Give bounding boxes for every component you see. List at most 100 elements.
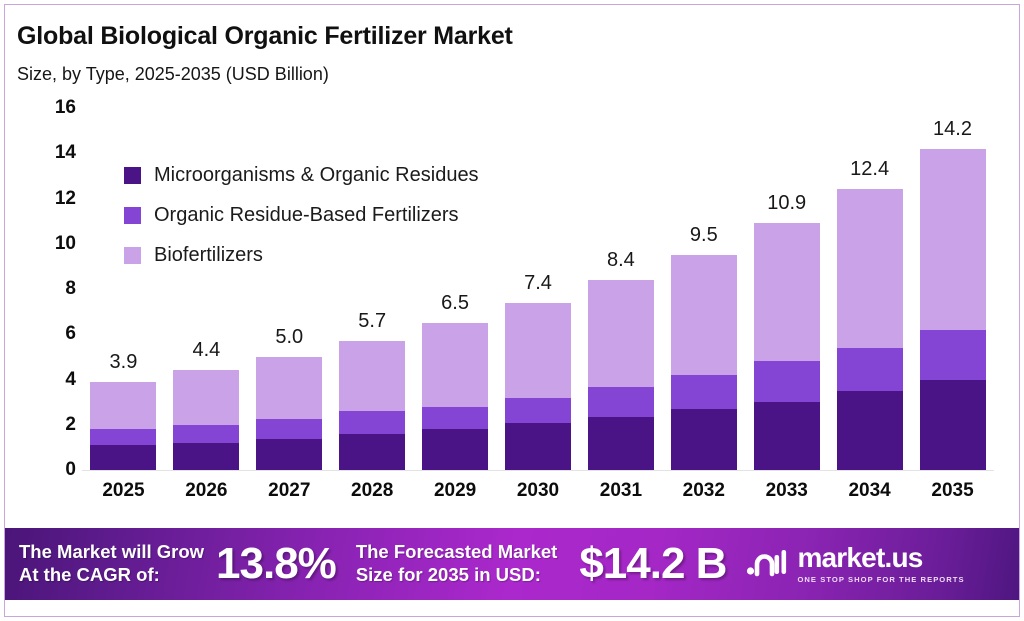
- bar-segment[interactable]: [836, 347, 903, 391]
- bar-stack[interactable]: [587, 279, 654, 470]
- bar-stack[interactable]: [90, 381, 157, 470]
- forecast-value: $14.2 B: [579, 539, 727, 588]
- bar-value-label: 6.5: [441, 291, 469, 314]
- bar-column[interactable]: 5.0: [248, 108, 331, 470]
- y-axis-tick: 4: [65, 368, 76, 390]
- y-axis-tick: 6: [65, 323, 76, 345]
- legend-item-1[interactable]: Organic Residue-Based Fertilizers: [124, 195, 479, 235]
- bar-segment[interactable]: [256, 356, 323, 420]
- x-axis-tick: 2035: [931, 480, 974, 501]
- bar-segment[interactable]: [919, 379, 986, 470]
- bar-segment[interactable]: [256, 439, 323, 470]
- bar-segment[interactable]: [90, 445, 157, 470]
- bar-segment[interactable]: [339, 433, 406, 470]
- x-axis-tick: 2030: [516, 480, 560, 501]
- x-axis-tick: 2031: [599, 480, 643, 501]
- bar-stack[interactable]: [339, 341, 406, 470]
- bar-stack[interactable]: [753, 223, 820, 470]
- x-axis-line: [82, 470, 994, 471]
- x-axis-tick: 2026: [185, 480, 228, 501]
- bar-segment[interactable]: [836, 189, 903, 348]
- bar-column[interactable]: 12.4: [828, 108, 911, 470]
- legend-item-0[interactable]: Microorganisms & Organic Residues: [124, 155, 479, 195]
- bar-stack[interactable]: [173, 370, 240, 470]
- x-axis-tick: 2027: [268, 480, 311, 501]
- bar-segment[interactable]: [919, 329, 986, 380]
- legend-swatch-icon: [124, 166, 141, 184]
- logo-tagline: ONE STOP SHOP FOR THE REPORTS: [797, 575, 965, 584]
- x-axis-tick: 2032: [682, 480, 725, 501]
- chart-header: Global Biological Organic Fertilizer Mar…: [17, 22, 513, 85]
- bar-column[interactable]: 9.5: [662, 108, 745, 470]
- bar-column[interactable]: 5.7: [331, 108, 414, 470]
- legend-item-label: Microorganisms & Organic Residues: [154, 163, 479, 186]
- bar-value-label: 8.4: [606, 248, 635, 271]
- bar-segment[interactable]: [422, 406, 489, 430]
- legend-swatch-icon: [124, 246, 141, 264]
- legend-item-label: Organic Residue-Based Fertilizers: [154, 203, 459, 226]
- bar-value-label: 3.9: [109, 350, 138, 373]
- bar-column[interactable]: 10.9: [745, 108, 828, 470]
- bar-column[interactable]: 3.9: [82, 108, 165, 470]
- bar-column[interactable]: 6.5: [414, 108, 497, 470]
- bar-segment[interactable]: [90, 381, 157, 430]
- bar-value-label: 7.4: [524, 271, 552, 294]
- bar-segment[interactable]: [339, 341, 406, 412]
- bar-segment[interactable]: [753, 402, 820, 470]
- x-axis-tick: 2033: [765, 480, 808, 501]
- bar-segment[interactable]: [753, 223, 820, 362]
- bar-stack[interactable]: [504, 302, 571, 470]
- bar-segment[interactable]: [587, 387, 654, 417]
- legend-item-2[interactable]: Biofertilizers: [124, 235, 479, 275]
- page-title: Global Biological Organic Fertilizer Mar…: [17, 22, 513, 50]
- bar-segment[interactable]: [339, 411, 406, 434]
- bar-segment[interactable]: [90, 429, 157, 446]
- y-axis-tick: 14: [54, 142, 76, 164]
- bar-segment[interactable]: [173, 424, 240, 443]
- bar-segment[interactable]: [173, 370, 240, 425]
- y-axis-tick: 0: [65, 459, 76, 480]
- bar-column[interactable]: 4.4: [165, 108, 248, 470]
- bar-segment[interactable]: [919, 148, 986, 330]
- bar-column[interactable]: 7.4: [497, 108, 580, 470]
- bar-value-label: 9.5: [689, 224, 718, 247]
- cagr-label-line2: At the CAGR of:: [19, 564, 160, 585]
- x-axis: 2025 2026 2027 2028 2029 2030 2031 2032 2033 2034…: [82, 480, 994, 502]
- forecast-label-line1: The Forecasted Market: [355, 541, 558, 563]
- y-axis-tick: 10: [54, 232, 76, 254]
- forecast-label-line2: Size for 2035 in USD:: [355, 564, 541, 585]
- x-axis-tick: 2025: [102, 480, 145, 501]
- legend-item-label: Biofertilizers: [154, 243, 263, 266]
- bar-stack[interactable]: [422, 322, 489, 470]
- cagr-value: 13.8%: [216, 539, 337, 588]
- market-us-logo[interactable]: market.us ONE STOP SHOP FOR THE REPORTS: [746, 544, 964, 584]
- summary-banner: The Market will Grow At the CAGR of: 13.…: [5, 528, 1019, 600]
- bar-segment[interactable]: [587, 416, 654, 470]
- bar-segment[interactable]: [422, 322, 489, 407]
- bar-segment[interactable]: [753, 361, 820, 403]
- bar-stack[interactable]: [836, 189, 903, 470]
- bar-segment[interactable]: [256, 419, 323, 440]
- bar-segment[interactable]: [504, 397, 571, 423]
- bar-stack[interactable]: [919, 148, 986, 470]
- bar-column[interactable]: 8.4: [579, 108, 662, 470]
- bar-segment[interactable]: [587, 279, 654, 388]
- bar-stack[interactable]: [256, 356, 323, 470]
- bar-segment[interactable]: [422, 429, 489, 470]
- bar-segment[interactable]: [504, 302, 571, 398]
- bar-segment[interactable]: [670, 408, 737, 470]
- x-axis-tick: 2034: [848, 480, 891, 501]
- y-axis-tick: 12: [54, 187, 76, 209]
- x-axis-tick: 2029: [433, 480, 477, 501]
- bars-container: 3.9 4.4 5.0 5.7 6.5 7.4 8.4 9.5 10.9 12.4 14.2: [82, 108, 994, 470]
- y-axis-tick: 2: [65, 413, 76, 435]
- bar-segment[interactable]: [504, 422, 571, 470]
- bar-segment[interactable]: [670, 255, 737, 375]
- bar-segment[interactable]: [836, 390, 903, 470]
- bar-segment[interactable]: [670, 374, 737, 409]
- bar-segment[interactable]: [173, 442, 240, 470]
- legend-swatch-icon: [124, 206, 141, 224]
- bar-column[interactable]: 14.2: [911, 108, 994, 470]
- cagr-label: The Market will Grow At the CAGR of:: [19, 541, 204, 586]
- bar-stack[interactable]: [670, 255, 737, 470]
